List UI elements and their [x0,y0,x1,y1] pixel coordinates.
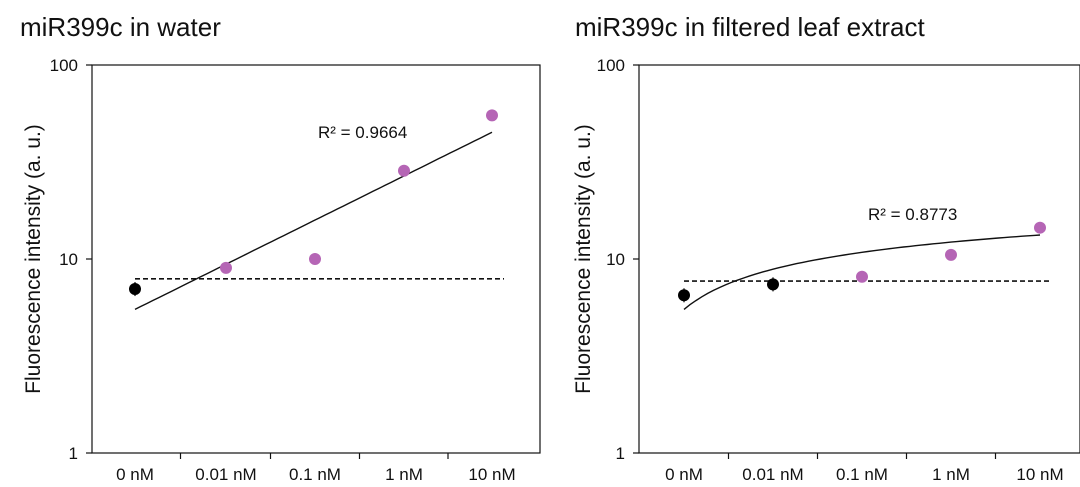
data-point [398,164,410,177]
x-tick-label: 10 nM [1016,465,1063,484]
plot-frame [638,64,1080,454]
y-tick-label: 100 [597,56,625,75]
data-point [486,109,498,122]
x-tick-label: 0.1 nM [836,465,888,484]
x-tick-label: 1 nM [932,465,970,484]
y-tick-label: 10 [59,250,78,269]
x-tick-label: 0 nM [116,465,154,484]
data-point [309,253,321,265]
x-tick-label: 0 nM [665,465,703,484]
y-axis-label: Fluorescence intensity (a. u.) [22,124,45,394]
x-tick-label: 0.1 nM [289,465,341,484]
y-axis-label: Fluorescence intensity (a. u.) [572,124,595,394]
data-point [945,248,957,261]
x-tick-label: 1 nM [385,465,423,484]
y-tick-label: 100 [50,56,78,75]
data-point [767,278,779,291]
data-point [678,289,690,302]
data-point [856,270,868,283]
x-tick-label: 10 nM [468,465,515,484]
trendline [134,131,493,311]
data-point [220,261,232,274]
r-squared-label: R² = 0.8773 [868,205,957,224]
y-tick-label: 1 [616,444,625,463]
x-tick-label: 0.01 nM [195,465,256,484]
chart-title: miR399c in water [20,12,221,42]
r-squared-label: R² = 0.9664 [318,123,407,142]
trendline [683,234,1041,310]
x-tick-label: 0.01 nM [742,465,803,484]
data-point [129,283,141,296]
data-point [1034,221,1046,234]
chart-title: miR399c in filtered leaf extract [575,12,925,42]
y-tick-label: 1 [69,444,78,463]
y-tick-label: 10 [606,250,625,269]
